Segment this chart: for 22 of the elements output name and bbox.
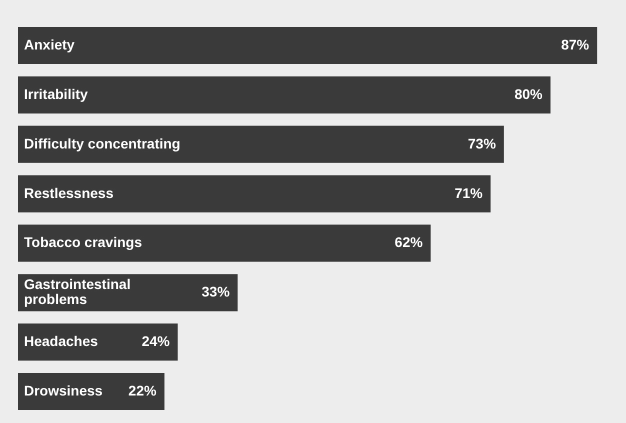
data-label: 80%	[514, 86, 544, 102]
y-tick-label: Tobacco cravings	[24, 234, 142, 250]
data-label: 73%	[468, 135, 496, 152]
bar	[18, 224, 431, 262]
bar	[18, 175, 491, 212]
data-label: 33%	[202, 284, 230, 300]
data-label: 87%	[561, 36, 590, 52]
y-tick-label: Drowsiness	[24, 382, 103, 399]
y-tick-label: Irritability	[24, 86, 88, 102]
data-label: 71%	[454, 184, 484, 201]
y-tick-label: Difficulty concentrating	[24, 135, 180, 152]
data-label: 62%	[394, 234, 424, 250]
bar	[18, 26, 598, 64]
y-tick-label: Gastrointestinal problems	[24, 276, 131, 308]
bar	[18, 126, 504, 163]
data-label: 22%	[128, 382, 157, 399]
bar	[18, 324, 178, 361]
y-tick-label: Headaches	[24, 333, 98, 350]
bar	[18, 76, 551, 114]
y-tick-label: Anxiety	[24, 36, 75, 52]
data-label: 24%	[142, 333, 170, 350]
y-tick-label: Restlessness	[24, 184, 114, 201]
